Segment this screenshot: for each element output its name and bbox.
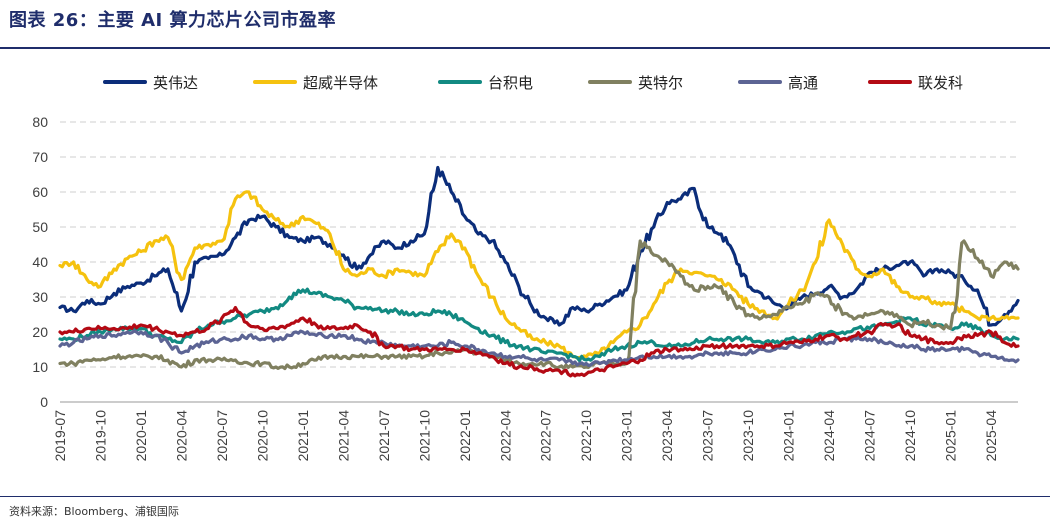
legend-label: 超威半导体 bbox=[303, 74, 378, 92]
x-tick-label: 2021-07 bbox=[376, 410, 392, 462]
x-tick-label: 2024-10 bbox=[902, 410, 918, 462]
series-line-5 bbox=[58, 305, 1020, 378]
y-tick-label: 60 bbox=[32, 184, 48, 200]
x-tick-label: 2022-10 bbox=[578, 410, 594, 462]
source-divider bbox=[0, 496, 1050, 497]
x-axis: 2019-07 2019-10 2020-01 2020-04 2020-07 2020-… bbox=[52, 410, 999, 462]
series-line-2 bbox=[58, 287, 1020, 363]
legend-label: 英特尔 bbox=[638, 74, 683, 92]
y-tick-label: 10 bbox=[32, 359, 48, 375]
x-tick-label: 2022-01 bbox=[457, 410, 473, 462]
series-lines bbox=[58, 165, 1020, 378]
x-tick-label: 2021-01 bbox=[295, 410, 311, 462]
legend-label: 台积电 bbox=[488, 74, 533, 92]
figure-title: 图表 26：主要 AI 算力芯片公司市盈率 bbox=[9, 10, 336, 31]
y-tick-label: 70 bbox=[32, 149, 48, 165]
x-tick-label: 2020-01 bbox=[133, 410, 149, 462]
x-tick-label: 2025-01 bbox=[943, 410, 959, 462]
x-tick-label: 2021-04 bbox=[335, 410, 351, 462]
x-tick-label: 2023-10 bbox=[740, 410, 756, 462]
x-tick-label: 2022-04 bbox=[497, 410, 513, 462]
chart-legend: 英伟达 超威半导体 台积电 英特尔 高通 联发科 bbox=[103, 74, 963, 92]
y-tick-label: 50 bbox=[32, 219, 48, 235]
x-tick-label: 2020-07 bbox=[214, 410, 230, 462]
legend-label: 联发科 bbox=[918, 74, 963, 92]
series-line-0 bbox=[58, 165, 1020, 327]
x-tick-label: 2024-07 bbox=[862, 410, 878, 462]
chart-gridlines bbox=[60, 121, 1018, 403]
x-tick-label: 2022-07 bbox=[538, 410, 554, 462]
x-tick-label: 2024-04 bbox=[821, 410, 837, 462]
title-divider bbox=[0, 47, 1050, 49]
pe-ratio-line-chart: 英伟达 超威半导体 台积电 英特尔 高通 联发科 0 10 20 30 40 50 60 70 80 20… bbox=[32, 74, 1020, 462]
x-tick-label: 2019-07 bbox=[52, 410, 68, 462]
x-tick-label: 2023-01 bbox=[619, 410, 635, 462]
series-line-4 bbox=[58, 329, 1020, 367]
x-tick-label: 2020-04 bbox=[173, 410, 189, 462]
series-line-1 bbox=[58, 190, 1020, 360]
legend-label: 高通 bbox=[788, 74, 818, 92]
x-tick-label: 2025-04 bbox=[983, 410, 999, 462]
x-tick-label: 2023-07 bbox=[700, 410, 716, 462]
x-tick-label: 2023-04 bbox=[659, 410, 675, 462]
source-note: 资料来源：Bloomberg、浦银国际 bbox=[9, 505, 179, 518]
y-tick-label: 80 bbox=[32, 114, 48, 130]
series-line-3 bbox=[58, 239, 1020, 371]
y-tick-label: 40 bbox=[32, 254, 48, 270]
legend-label: 英伟达 bbox=[153, 74, 198, 92]
x-tick-label: 2020-10 bbox=[254, 410, 270, 462]
y-tick-label: 20 bbox=[32, 324, 48, 340]
y-axis: 0 10 20 30 40 50 60 70 80 bbox=[32, 114, 48, 410]
y-tick-label: 0 bbox=[40, 394, 48, 410]
x-tick-label: 2021-10 bbox=[416, 410, 432, 462]
x-tick-label: 2024-01 bbox=[781, 410, 797, 462]
y-tick-label: 30 bbox=[32, 289, 48, 305]
x-tick-label: 2019-10 bbox=[92, 410, 108, 462]
